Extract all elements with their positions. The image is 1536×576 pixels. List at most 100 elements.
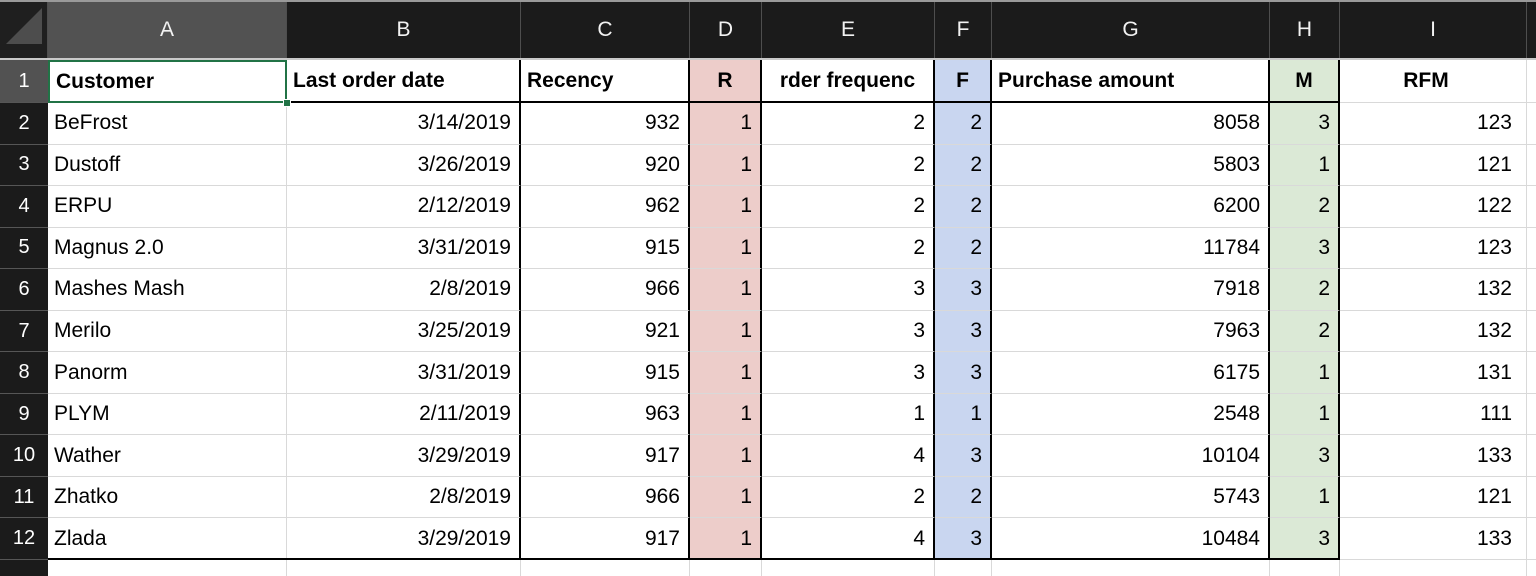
cell-B8[interactable]: 3/31/2019 bbox=[287, 352, 521, 394]
cell-D2[interactable]: 1 bbox=[690, 103, 762, 145]
column-header-I[interactable]: I bbox=[1340, 2, 1527, 58]
cell-D12[interactable]: 1 bbox=[690, 518, 762, 561]
column-header-A[interactable]: A bbox=[48, 2, 287, 58]
cell-D11[interactable]: 1 bbox=[690, 476, 762, 519]
row-header-13-partial[interactable] bbox=[0, 560, 48, 576]
cell-F4[interactable]: 2 bbox=[935, 186, 992, 228]
cell-E7[interactable]: 3 bbox=[762, 310, 935, 353]
cell-I11[interactable]: 121 bbox=[1340, 476, 1527, 519]
cell-G9[interactable]: 2548 bbox=[992, 393, 1270, 436]
cell-D4[interactable]: 1 bbox=[690, 186, 762, 228]
row-header-10[interactable]: 10 bbox=[0, 435, 48, 477]
cell-A1[interactable]: Customer bbox=[48, 60, 287, 103]
cell-B12[interactable]: 3/29/2019 bbox=[287, 518, 521, 561]
cell-D9[interactable]: 1 bbox=[690, 393, 762, 436]
cell-C8[interactable]: 915 bbox=[521, 352, 690, 394]
cell-H7[interactable]: 2 bbox=[1270, 310, 1340, 353]
fill-handle[interactable] bbox=[283, 99, 291, 107]
column-header-B[interactable]: B bbox=[287, 2, 521, 58]
cell-H1[interactable]: M bbox=[1270, 60, 1340, 103]
cell-E5[interactable]: 2 bbox=[762, 227, 935, 270]
cell-H11[interactable]: 1 bbox=[1270, 476, 1340, 519]
cell-I7[interactable]: 132 bbox=[1340, 310, 1527, 353]
cell-A8[interactable]: Panorm bbox=[48, 352, 287, 394]
cell-C10[interactable]: 917 bbox=[521, 435, 690, 477]
cell-F5[interactable]: 2 bbox=[935, 227, 992, 270]
cell-I4[interactable]: 122 bbox=[1340, 186, 1527, 228]
cell-F1[interactable]: F bbox=[935, 60, 992, 103]
cell-overflow-area[interactable] bbox=[1527, 352, 1536, 394]
cell-C1[interactable]: Recency bbox=[521, 60, 690, 103]
cell-G4[interactable]: 6200 bbox=[992, 186, 1270, 228]
cell-E9[interactable]: 1 bbox=[762, 393, 935, 436]
cell-H9[interactable]: 1 bbox=[1270, 393, 1340, 436]
cell-C3[interactable]: 920 bbox=[521, 144, 690, 187]
cell-G11[interactable]: 5743 bbox=[992, 476, 1270, 519]
cell-H5[interactable]: 3 bbox=[1270, 227, 1340, 270]
cell-C4[interactable]: 962 bbox=[521, 186, 690, 228]
cell-F11[interactable]: 2 bbox=[935, 476, 992, 519]
cell-D6[interactable]: 1 bbox=[690, 269, 762, 311]
row-header-4[interactable]: 4 bbox=[0, 186, 48, 228]
cell-C2[interactable]: 932 bbox=[521, 103, 690, 145]
cell-G3[interactable]: 5803 bbox=[992, 144, 1270, 187]
cell-G10[interactable]: 10104 bbox=[992, 435, 1270, 477]
cell-A4[interactable]: ERPU bbox=[48, 186, 287, 228]
cell-C5[interactable]: 915 bbox=[521, 227, 690, 270]
cell-A5[interactable]: Magnus 2.0 bbox=[48, 227, 287, 270]
cell-D1[interactable]: R bbox=[690, 60, 762, 103]
column-header-G[interactable]: G bbox=[992, 2, 1270, 58]
cell-B5[interactable]: 3/31/2019 bbox=[287, 227, 521, 270]
cell-I9[interactable]: 111 bbox=[1340, 393, 1527, 436]
cell-G2[interactable]: 8058 bbox=[992, 103, 1270, 145]
cell-C12[interactable]: 917 bbox=[521, 518, 690, 561]
cell-E6[interactable]: 3 bbox=[762, 269, 935, 311]
cell-C6[interactable]: 966 bbox=[521, 269, 690, 311]
select-all-corner[interactable] bbox=[0, 2, 48, 58]
cell-A11[interactable]: Zhatko bbox=[48, 476, 287, 519]
cell-B3[interactable]: 3/26/2019 bbox=[287, 144, 521, 187]
cell-I10[interactable]: 133 bbox=[1340, 435, 1527, 477]
cell-I5[interactable]: 123 bbox=[1340, 227, 1527, 270]
cell-overflow-area[interactable] bbox=[1527, 310, 1536, 353]
row-header-12[interactable]: 12 bbox=[0, 518, 48, 561]
row-header-7[interactable]: 7 bbox=[0, 310, 48, 353]
cell-F7[interactable]: 3 bbox=[935, 310, 992, 353]
cell-E10[interactable]: 4 bbox=[762, 435, 935, 477]
cell-B7[interactable]: 3/25/2019 bbox=[287, 310, 521, 353]
cell-A12[interactable]: Zlada bbox=[48, 518, 287, 561]
cell-overflow-area[interactable] bbox=[1527, 518, 1536, 561]
cell-D7[interactable]: 1 bbox=[690, 310, 762, 353]
cell-G8[interactable]: 6175 bbox=[992, 352, 1270, 394]
cell-overflow-area[interactable] bbox=[1527, 60, 1536, 103]
cell-I3[interactable]: 121 bbox=[1340, 144, 1527, 187]
cell-F8[interactable]: 3 bbox=[935, 352, 992, 394]
cell-B10[interactable]: 3/29/2019 bbox=[287, 435, 521, 477]
cell-H12[interactable]: 3 bbox=[1270, 518, 1340, 561]
cell-overflow-area[interactable] bbox=[1527, 393, 1536, 436]
cell-overflow-area[interactable] bbox=[1527, 227, 1536, 270]
cell-C11[interactable]: 966 bbox=[521, 476, 690, 519]
cell-G7[interactable]: 7963 bbox=[992, 310, 1270, 353]
cell-overflow-area[interactable] bbox=[1527, 103, 1536, 145]
cell-I6[interactable]: 132 bbox=[1340, 269, 1527, 311]
row-header-3[interactable]: 3 bbox=[0, 144, 48, 187]
cell-F3[interactable]: 2 bbox=[935, 144, 992, 187]
cell-H3[interactable]: 1 bbox=[1270, 144, 1340, 187]
cell-E4[interactable]: 2 bbox=[762, 186, 935, 228]
cell-A6[interactable]: Mashes Mash bbox=[48, 269, 287, 311]
row-header-5[interactable]: 5 bbox=[0, 227, 48, 270]
cell-G6[interactable]: 7918 bbox=[992, 269, 1270, 311]
cell-I12[interactable]: 133 bbox=[1340, 518, 1527, 561]
cell-F9[interactable]: 1 bbox=[935, 393, 992, 436]
column-header-D[interactable]: D bbox=[690, 2, 762, 58]
cell-H10[interactable]: 3 bbox=[1270, 435, 1340, 477]
cell-overflow-area[interactable] bbox=[1527, 269, 1536, 311]
cell-C9[interactable]: 963 bbox=[521, 393, 690, 436]
column-header-F[interactable]: F bbox=[935, 2, 992, 58]
cell-G5[interactable]: 11784 bbox=[992, 227, 1270, 270]
cell-E12[interactable]: 4 bbox=[762, 518, 935, 561]
row-header-8[interactable]: 8 bbox=[0, 352, 48, 394]
cell-A10[interactable]: Wather bbox=[48, 435, 287, 477]
cell-E2[interactable]: 2 bbox=[762, 103, 935, 145]
